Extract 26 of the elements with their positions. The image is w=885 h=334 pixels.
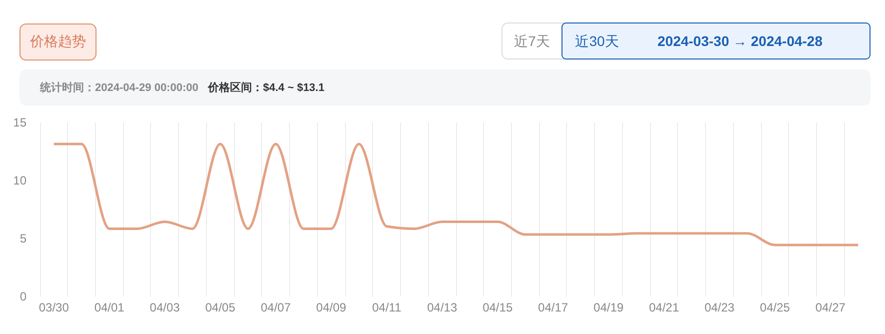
x-tick-label: 04/23 <box>704 300 735 314</box>
text: 统计时间：2024-04-29 00:00:00 <box>39 81 198 94</box>
x-tick-label: 04/07 <box>260 300 292 314</box>
x-tick-label: 03/30 <box>38 300 70 314</box>
text: 近30天 <box>575 33 619 49</box>
x-tick-label: 04/01 <box>94 300 125 314</box>
text: 近7天 <box>514 33 550 49</box>
y-tick-label: 10 <box>13 174 27 188</box>
y-tick-label: 5 <box>20 232 27 246</box>
y-tick-label: 15 <box>13 116 27 130</box>
x-tick-label: 04/13 <box>427 300 458 314</box>
y-tick-label: 0 <box>20 290 27 304</box>
x-tick-label: 04/19 <box>594 300 624 314</box>
x-tick-label: 04/05 <box>205 300 236 314</box>
text: 2024-03-30 → 2024-04-28 <box>657 33 823 49</box>
chart-title: 价格趋势 <box>29 33 86 49</box>
x-tick-label: 04/21 <box>648 300 680 314</box>
x-tick-label: 04/27 <box>815 300 846 314</box>
line-series <box>52 142 860 246</box>
x-tick-label: 04/09 <box>316 300 347 314</box>
x-tick-label: 04/15 <box>482 300 513 314</box>
x-tick-label: 04/11 <box>372 300 402 314</box>
x-tick-label: 04/17 <box>538 300 568 314</box>
x-tick-label: 04/03 <box>150 300 180 314</box>
text: 价格区间：$4.4 ~ $13.1 <box>207 81 324 94</box>
x-tick-label: 04/25 <box>760 300 790 314</box>
